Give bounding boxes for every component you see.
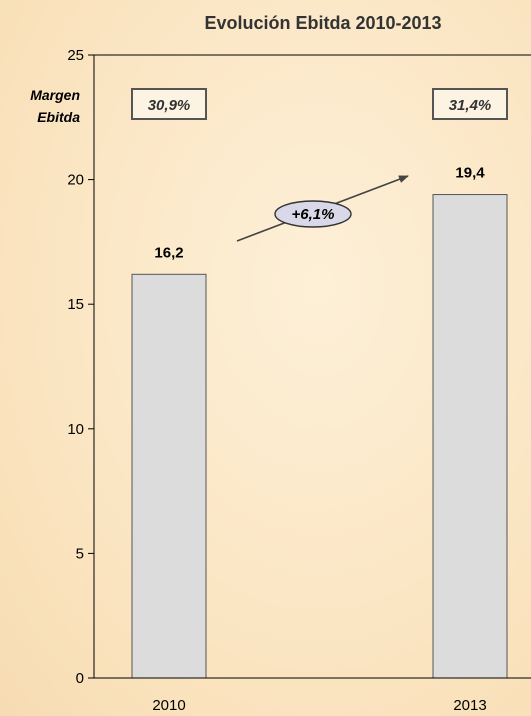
bar	[131, 273, 207, 679]
y-tick-label: 5	[76, 545, 84, 562]
margin-label-line2: Ebitda	[37, 109, 80, 125]
bar-value-label: 16,2	[154, 244, 183, 261]
x-tick-label: 2013	[453, 697, 486, 714]
margin-boxes: 30,9% 31,4%	[131, 88, 508, 120]
y-tick-label: 15	[67, 296, 84, 313]
margin-box	[432, 88, 508, 120]
growth-label: +6,1%	[292, 206, 335, 223]
bar-value-label: 19,4	[455, 165, 485, 182]
margin-label-line1: Margen	[30, 87, 80, 103]
y-tick-label: 10	[67, 421, 84, 438]
x-axis: 2010 2013	[94, 677, 531, 714]
bar	[432, 194, 508, 679]
y-tick-label: 20	[67, 172, 84, 189]
growth-ellipse	[274, 200, 352, 228]
margin-box	[131, 88, 207, 120]
y-tick-label: 0	[76, 670, 84, 687]
x-tick-label: 2010	[152, 697, 185, 714]
y-axis: 0 5 10 15 20 25	[67, 47, 531, 687]
chart-title: Evolución Ebitda 2010-2013	[204, 13, 441, 33]
margin-value: 30,9%	[148, 97, 191, 114]
y-tick-label: 25	[67, 47, 84, 64]
margin-value: 31,4%	[449, 97, 492, 114]
bars-group: 16,2 19,4	[131, 165, 508, 679]
